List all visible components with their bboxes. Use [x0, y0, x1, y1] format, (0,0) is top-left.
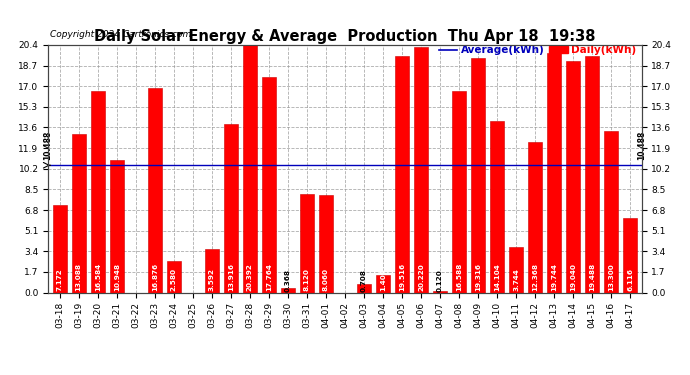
Bar: [72, 134, 86, 292]
Text: 8.120: 8.120: [304, 268, 310, 291]
Bar: [243, 45, 257, 292]
Bar: [300, 194, 314, 292]
Text: 16.584: 16.584: [95, 262, 101, 291]
Text: 17.764: 17.764: [266, 263, 272, 291]
Text: 1.404: 1.404: [380, 268, 386, 291]
Text: 19.516: 19.516: [399, 262, 405, 291]
Text: 13.300: 13.300: [609, 263, 614, 291]
Bar: [490, 122, 504, 292]
Text: 16.588: 16.588: [456, 262, 462, 291]
Bar: [281, 288, 295, 292]
Text: 19.040: 19.040: [570, 263, 576, 291]
Text: 8.060: 8.060: [323, 268, 329, 291]
Bar: [205, 249, 219, 292]
Text: 19.316: 19.316: [475, 262, 481, 291]
Text: 20.220: 20.220: [418, 263, 424, 291]
Bar: [623, 218, 638, 292]
Text: 10.488: 10.488: [43, 131, 52, 160]
Bar: [110, 160, 124, 292]
Bar: [414, 47, 428, 292]
Bar: [52, 206, 67, 292]
Text: 19.488: 19.488: [589, 262, 595, 291]
Text: 6.116: 6.116: [627, 268, 633, 291]
Bar: [604, 131, 618, 292]
Text: 0.708: 0.708: [361, 269, 367, 292]
Bar: [433, 291, 447, 292]
Text: 7.172: 7.172: [57, 268, 63, 291]
Text: 10.488: 10.488: [638, 131, 647, 160]
Text: 0.368: 0.368: [285, 269, 291, 292]
Bar: [167, 261, 181, 292]
Bar: [357, 284, 371, 292]
Bar: [547, 53, 562, 292]
Bar: [585, 56, 600, 292]
Text: 19.744: 19.744: [551, 263, 558, 291]
Text: 20.392: 20.392: [247, 263, 253, 291]
Bar: [376, 276, 390, 292]
Text: 3.744: 3.744: [513, 268, 519, 291]
Text: 2.580: 2.580: [171, 268, 177, 291]
Bar: [509, 247, 523, 292]
Bar: [148, 88, 162, 292]
Bar: [471, 58, 485, 292]
Text: 3.592: 3.592: [209, 268, 215, 291]
Bar: [452, 91, 466, 292]
Bar: [528, 142, 542, 292]
Text: 10.948: 10.948: [114, 262, 120, 291]
Legend: Average(kWh), Daily(kWh): Average(kWh), Daily(kWh): [439, 45, 636, 55]
Text: 16.876: 16.876: [152, 262, 158, 291]
Text: 0.120: 0.120: [437, 269, 443, 292]
Text: 13.088: 13.088: [76, 262, 81, 291]
Bar: [319, 195, 333, 292]
Bar: [262, 77, 276, 292]
Text: 14.104: 14.104: [494, 263, 500, 291]
Title: Daily Solar Energy & Average  Production  Thu Apr 18  19:38: Daily Solar Energy & Average Production …: [95, 29, 595, 44]
Text: Copyright 2024 Cartronics.com: Copyright 2024 Cartronics.com: [50, 30, 192, 39]
Bar: [90, 91, 105, 292]
Bar: [224, 124, 238, 292]
Text: 12.368: 12.368: [532, 262, 538, 291]
Text: 13.916: 13.916: [228, 262, 234, 291]
Bar: [566, 62, 580, 292]
Bar: [395, 56, 409, 292]
